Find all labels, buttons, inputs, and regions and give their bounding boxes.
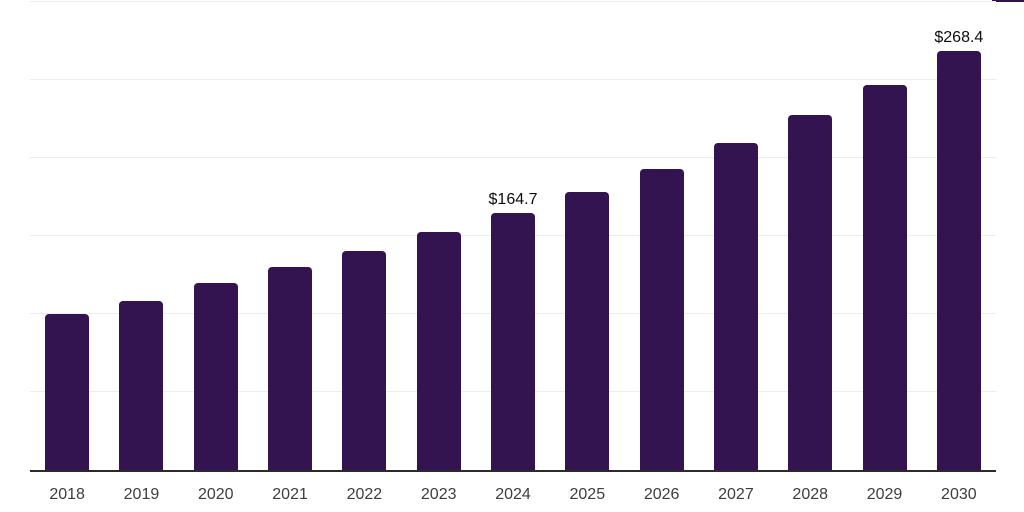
- bar-2021[interactable]: [268, 267, 313, 470]
- bar-value-label-2030: $268.4: [934, 29, 984, 47]
- bar-2028[interactable]: [788, 115, 833, 470]
- plot-area: $164.7 $268.4: [30, 0, 996, 470]
- x-tick-label-2019: 2019: [123, 486, 160, 503]
- x-tick-label-2018: 2018: [49, 486, 85, 503]
- x-tick-label-2024: 2024: [495, 486, 531, 503]
- gridline: [30, 157, 996, 158]
- x-axis-labels: 2018 2019 2020 2021 2022 2023 2024 2025 2026 2027…: [0, 486, 1024, 506]
- x-tick-label-2029: 2029: [866, 486, 903, 503]
- x-tick-label-2025: 2025: [569, 486, 606, 503]
- x-tick-label-2026: 2026: [643, 486, 680, 503]
- bar-2030[interactable]: [936, 51, 981, 470]
- bar-2027[interactable]: [713, 142, 758, 470]
- x-tick-label-2027: 2027: [718, 486, 754, 503]
- bar-2019[interactable]: [119, 300, 164, 470]
- x-tick-label-2020: 2020: [197, 486, 234, 503]
- bar-2026[interactable]: [639, 169, 684, 470]
- bar-2024[interactable]: [491, 213, 535, 470]
- x-tick-label-2023: 2023: [420, 486, 457, 503]
- bar-2022[interactable]: [342, 250, 387, 470]
- gridline: [30, 1, 996, 2]
- gridline: [30, 79, 996, 80]
- x-tick-label-2021: 2021: [272, 486, 308, 503]
- bar-value-label-2024: $164.7: [488, 191, 538, 209]
- bar-2023[interactable]: [416, 232, 461, 470]
- bar-2025[interactable]: [565, 192, 610, 470]
- cropped-ui-artifact: [992, 0, 1024, 2]
- x-tick-label-2028: 2028: [792, 486, 829, 503]
- bar-2029[interactable]: [862, 84, 907, 470]
- bar-2018[interactable]: [45, 313, 90, 470]
- x-tick-label-2030: 2030: [941, 486, 977, 503]
- x-tick-label-2022: 2022: [346, 486, 383, 503]
- bar-2020[interactable]: [193, 282, 238, 470]
- x-axis-line: [30, 470, 996, 472]
